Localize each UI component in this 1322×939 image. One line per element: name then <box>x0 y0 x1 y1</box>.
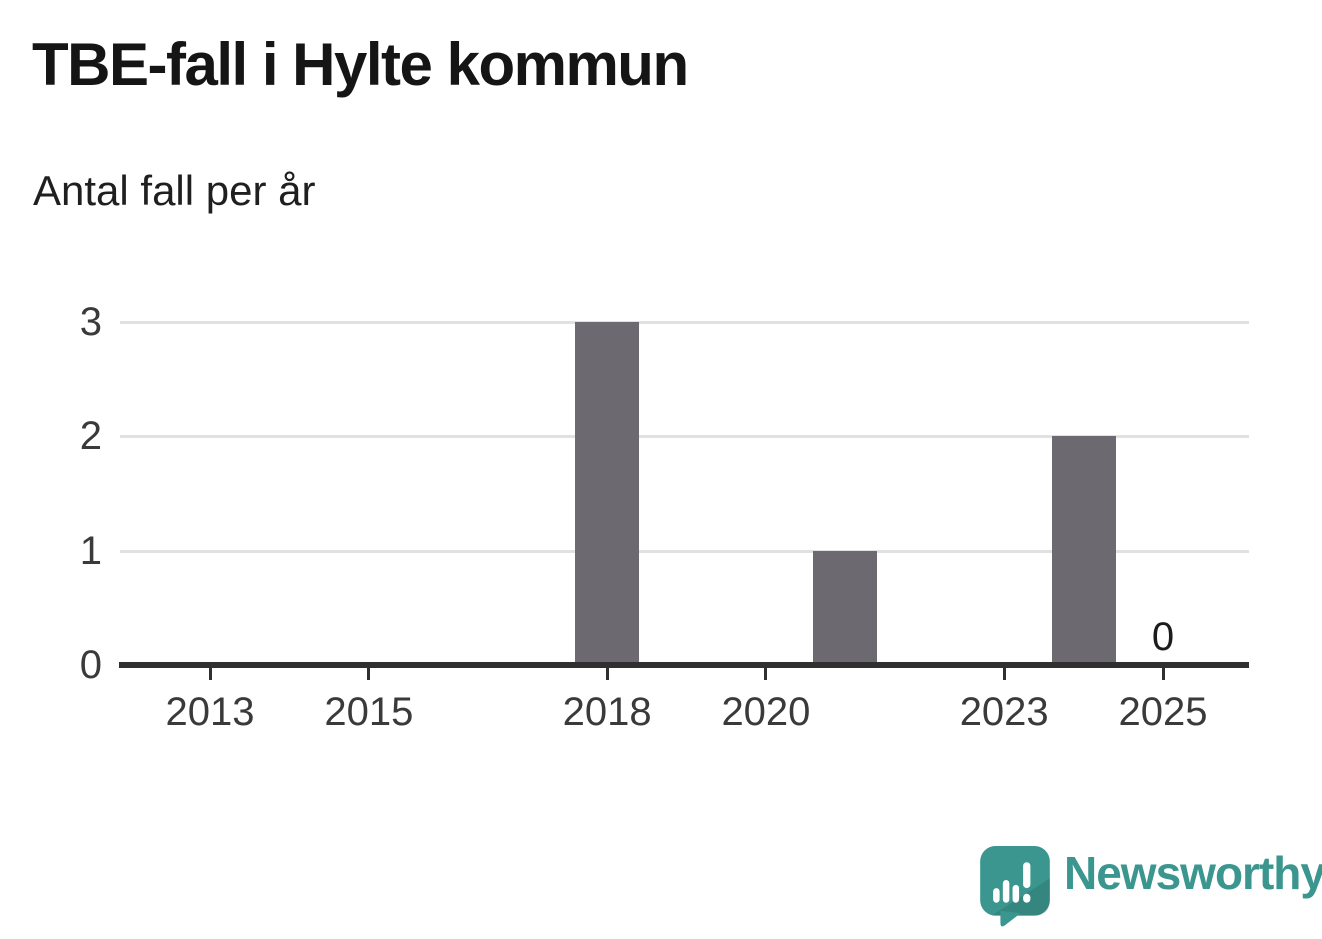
gridline-y-1 <box>120 549 1249 553</box>
newsworthy-logo-text: Newsworthy <box>1064 847 1322 899</box>
x-axis-line <box>119 662 1249 668</box>
x-tick-label-2020: 2020 <box>721 690 811 734</box>
x-tick-2023 <box>1002 668 1006 680</box>
chart-title: TBE-fall i Hylte kommun <box>32 31 689 98</box>
x-tick-2020 <box>764 668 768 680</box>
x-tick-2015 <box>367 668 371 680</box>
newsworthy-speech-bubble-barchart-icon <box>980 846 1050 927</box>
y-tick-label-2: 2 <box>79 414 102 459</box>
bar-2024 <box>1051 436 1116 665</box>
x-tick-2025 <box>1161 668 1165 680</box>
gridline-y-2 <box>120 435 1249 439</box>
gridline-y-3 <box>120 321 1249 325</box>
newsworthy-branding: Newsworthy <box>980 846 1322 927</box>
x-tick-2013 <box>208 668 212 680</box>
x-tick-2018 <box>605 668 609 680</box>
x-tick-label-2018: 2018 <box>562 690 652 734</box>
x-tick-label-2025: 2025 <box>1118 690 1208 734</box>
y-tick-label-3: 3 <box>79 300 102 344</box>
y-tick-label-0: 0 <box>79 643 102 687</box>
x-tick-label-2023: 2023 <box>959 690 1049 734</box>
bar-2018 <box>575 322 640 665</box>
y-tick-label-1: 1 <box>79 528 102 573</box>
x-tick-label-2015: 2015 <box>324 690 414 734</box>
bar-2021 <box>813 550 878 665</box>
chart-subtitle: Antal fall per år <box>33 167 316 214</box>
plot-area: 0 <box>120 321 1249 665</box>
x-tick-label-2013: 2013 <box>165 690 255 734</box>
bar-value-label-2025: 0 <box>1151 615 1175 659</box>
